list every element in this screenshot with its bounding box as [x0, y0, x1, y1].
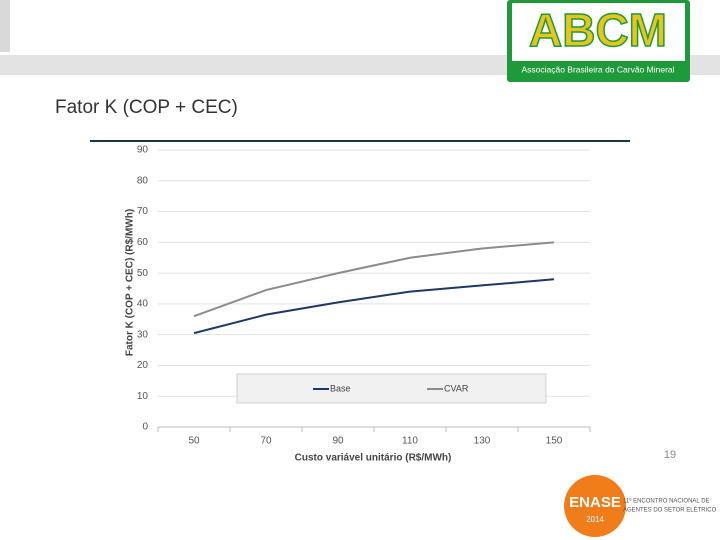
- legend-box: [236, 373, 547, 404]
- y-tick-label: 10: [137, 391, 149, 402]
- chart: 0 10 20 30 40 50 60 70 80 90 50 70 90 110 130 150 Custo …: [125, 145, 591, 464]
- y-tick-label: 0: [142, 422, 148, 433]
- x-tick-label: 70: [260, 436, 272, 447]
- series-line: [193, 278, 555, 335]
- event-logo-line: AGENTES DO SETOR ELÉTRICO: [623, 507, 717, 514]
- y-tick-label: 20: [137, 360, 149, 371]
- x-tick-label: 150: [546, 436, 563, 447]
- logo-inner: [512, 3, 685, 61]
- event-logo-name: ENASE: [569, 494, 621, 511]
- x-tick-label: 110: [402, 436, 418, 447]
- x-tick-label: 130: [474, 436, 491, 447]
- y-axis-label: Fator K (COP + CEC) (R$/MWh): [125, 209, 136, 356]
- y-tick-label: 70: [137, 206, 149, 217]
- legend-label: CVAR: [444, 383, 469, 393]
- x-axis-label: Custo variável unitário (R$/MWh): [295, 453, 452, 464]
- y-tick-label: 30: [137, 329, 149, 340]
- logo-name: ABCM: [529, 4, 667, 56]
- x-tick-label: 50: [188, 436, 200, 447]
- slide-title: Fator K (COP + CEC): [55, 97, 238, 118]
- y-tick-label: 90: [137, 145, 149, 156]
- event-logo-year: 2014: [586, 515, 604, 524]
- y-tick-label: 40: [137, 299, 149, 310]
- y-tick-label: 80: [137, 175, 149, 186]
- event-logo-circle: [564, 475, 626, 537]
- y-tick-label: 60: [137, 237, 149, 248]
- event-logo-line: 11º ENCONTRO NACIONAL DE: [623, 498, 710, 505]
- series-line: [193, 241, 555, 318]
- page-number: 19: [664, 449, 676, 461]
- corner-bar: [0, 0, 10, 52]
- y-tick-label: 50: [137, 268, 149, 279]
- logo-subtitle: Associação Brasileira do Carvão Mineral: [521, 64, 674, 74]
- legend-label: Base: [330, 383, 351, 393]
- x-tick-label: 90: [332, 436, 344, 447]
